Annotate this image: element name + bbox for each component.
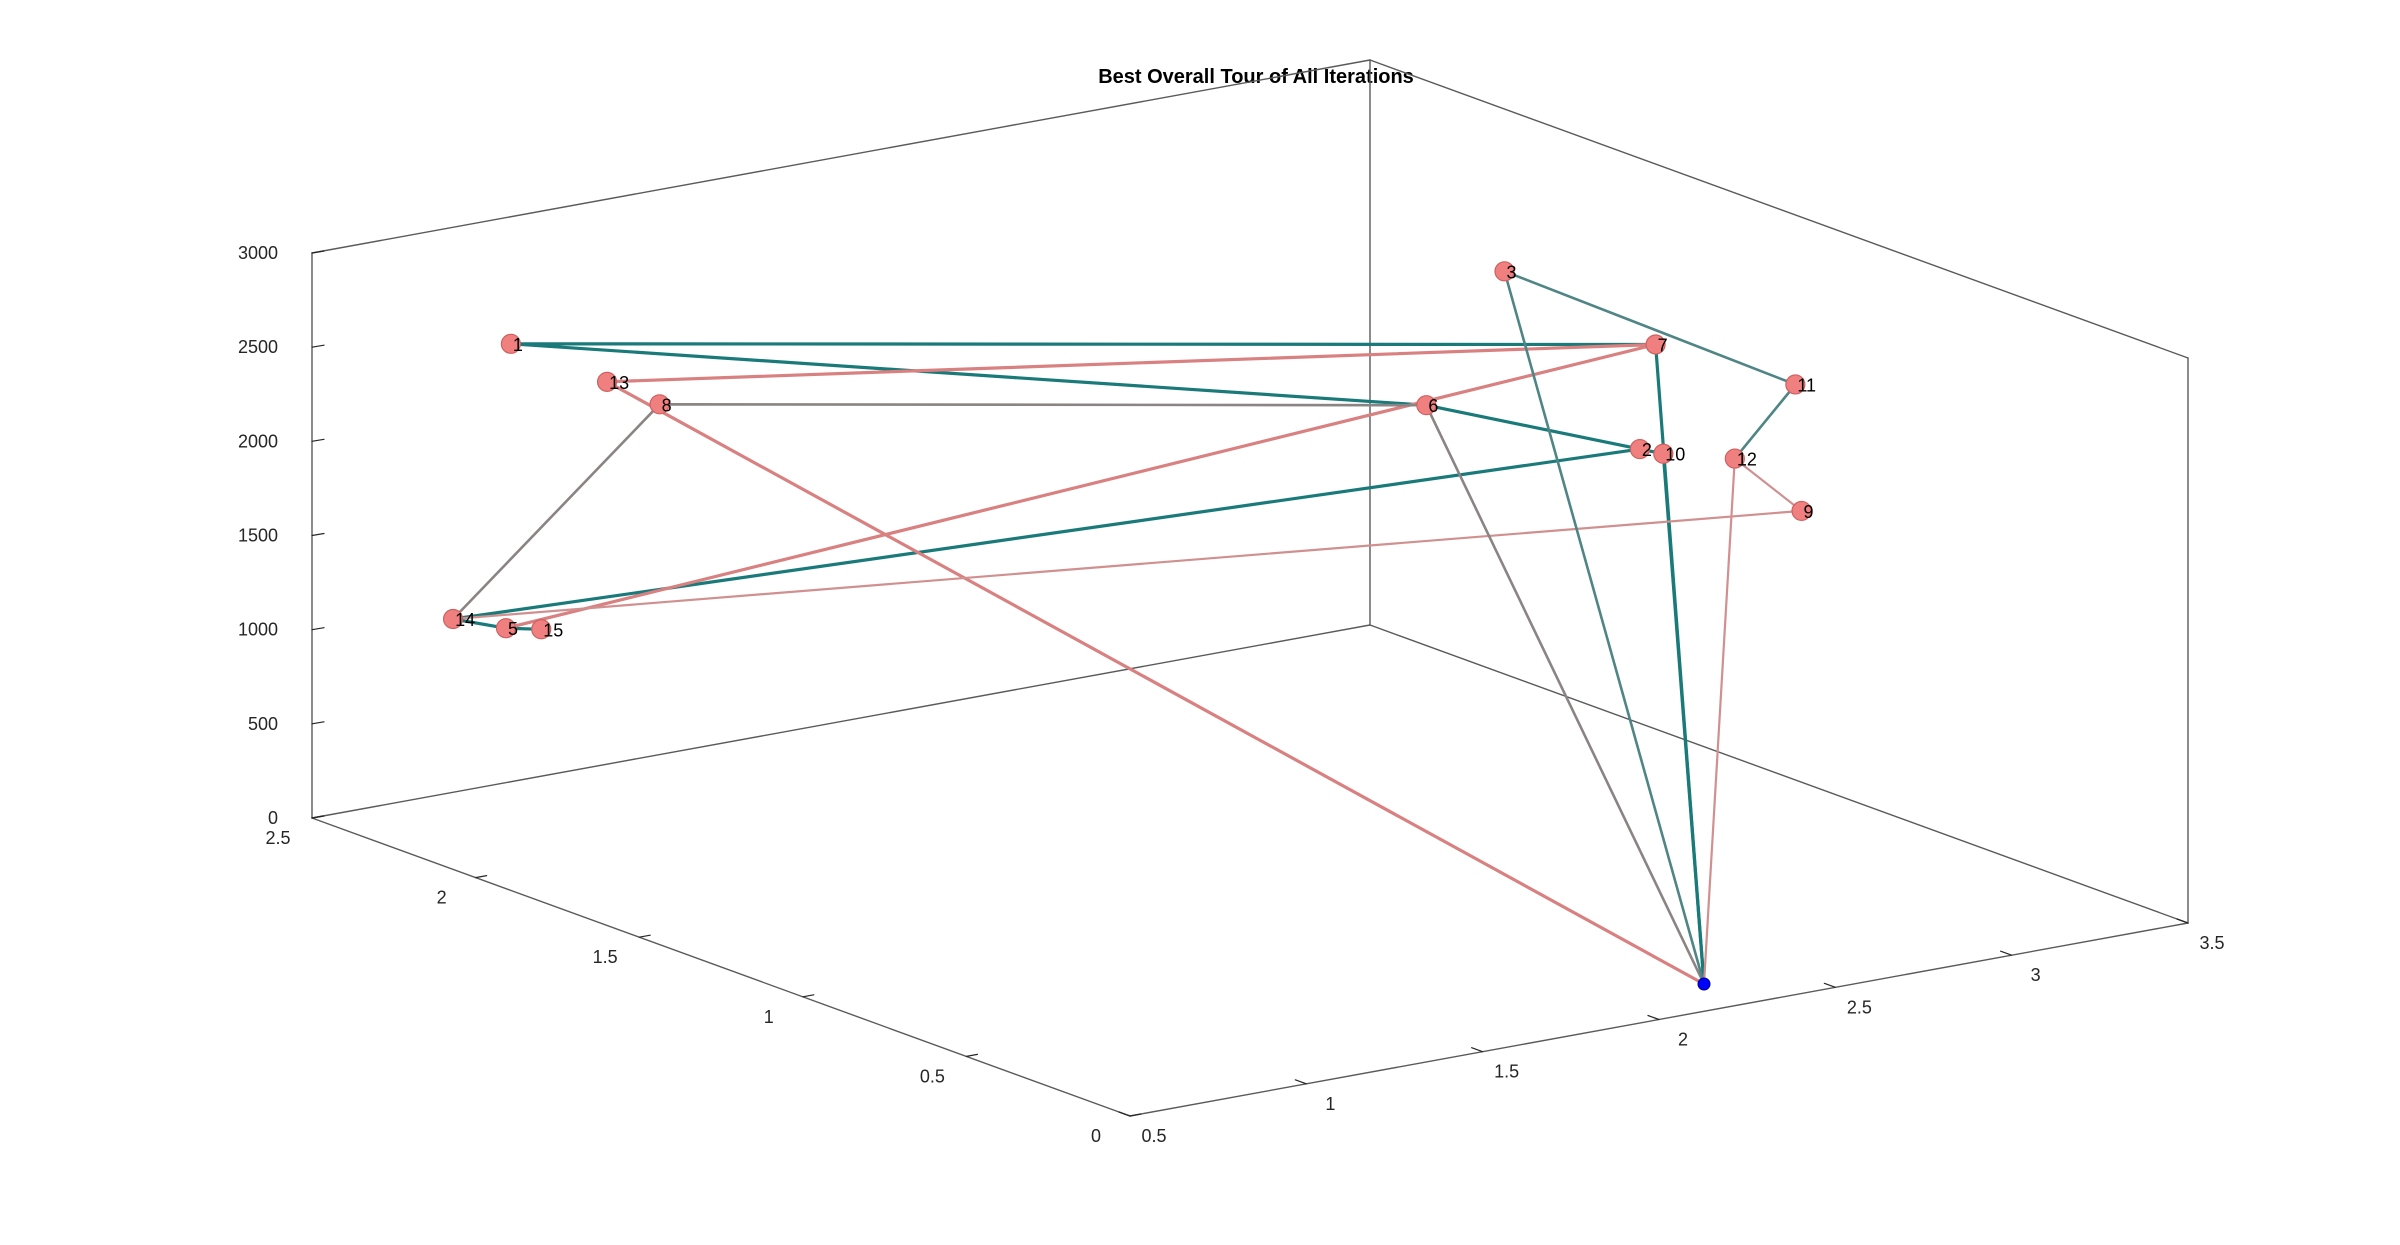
y-tick-mark [638,934,651,938]
x-tick-mark [1118,1111,1131,1117]
route-line-5 [451,402,1706,986]
node-label: 6 [1428,396,1438,416]
node-label: 3 [1507,262,1517,282]
z-tick-mark [311,721,325,725]
z-tick-mark [311,344,325,348]
y-tick-label: 2.5 [265,828,290,848]
node-label: 9 [1804,502,1814,522]
y-tick-mark [1129,1113,1142,1117]
x-tick-mark [1647,1014,1660,1021]
z-tick-mark [311,532,325,537]
x-tick-mark [1294,1079,1307,1085]
node-15: 15 [531,619,563,640]
y-tick-label: 0 [1091,1126,1101,1146]
node-1: 1 [500,333,523,355]
z-tick-mark [311,627,325,631]
node-label: 13 [609,373,629,393]
node-label: 5 [508,619,518,639]
y-tick-label: 1.5 [593,947,618,967]
route-line-3 [504,342,1706,986]
node-label: 2 [1642,440,1652,460]
z-tick-label: 500 [248,714,278,734]
chart-title: Best Overall Tour of All Iterations [1098,66,1414,88]
box-edge [311,59,1371,254]
y-tick-mark [475,874,488,879]
node-marker [596,371,618,392]
y-tick-label: 2 [437,888,447,908]
z-tick-label: 3000 [238,243,278,263]
node-9: 9 [1791,500,1814,522]
y-tick-label: 0.5 [920,1066,945,1086]
node-5: 5 [495,618,518,639]
box-edge [1369,59,2189,359]
box-edge [311,817,1131,1117]
node-label: 1 [513,335,523,355]
z-tick-label: 1000 [238,620,278,640]
node-marker [1653,443,1674,464]
node-marker [495,618,517,639]
node-marker [1791,500,1812,522]
node-marker [1416,395,1437,416]
node-10: 10 [1653,443,1685,465]
route-line-4 [452,457,1803,986]
depot-marker [1697,977,1711,991]
node-label: 8 [662,395,672,415]
x-tick-mark [2176,918,2189,924]
node-12: 12 [1724,448,1757,470]
node-marker [1724,448,1745,469]
z-tick-label: 0 [268,808,278,828]
node-marker [442,608,464,630]
y-tick-mark [802,994,815,998]
node-marker [649,394,670,415]
x-tick-label: 1.5 [1494,1062,1519,1082]
node-label: 12 [1737,450,1757,470]
z-tick-label: 2500 [238,337,278,357]
node-label: 11 [1797,375,1816,395]
node-7: 7 [1645,334,1668,356]
node-13: 13 [596,371,629,393]
x-tick-label: 3.5 [2199,933,2224,953]
node-2: 2 [1629,438,1652,460]
node-8: 8 [649,394,672,415]
x-tick-mark [2000,950,2013,956]
node-marker [531,619,552,640]
node-3: 3 [1494,261,1517,282]
node-label: 10 [1665,445,1685,465]
z-tick-mark [311,250,325,254]
node-marker [1645,334,1666,355]
node-marker [1629,438,1650,460]
z-tick-mark [311,815,325,819]
x-tick-label: 2 [1678,1030,1688,1050]
node-6: 6 [1416,395,1438,416]
route-line-6 [1503,269,1797,986]
x-tick-mark [1471,1047,1484,1053]
x-tick-label: 1 [1325,1094,1335,1114]
node-14: 14 [442,608,475,630]
x-tick-label: 0.5 [1141,1126,1166,1146]
node-label: 14 [455,610,475,630]
box-edge [311,624,1371,819]
x-tick-mark [1823,982,1836,988]
node-marker [500,333,521,354]
z-tick-label: 2000 [238,431,278,451]
axis-ticks: 0.511.522.533.500.511.522.50500100015002… [238,243,2225,1146]
node-label: 7 [1658,336,1668,356]
x-tick-label: 2.5 [1847,997,1872,1017]
z-tick-mark [311,438,325,442]
node-11: 11 [1785,374,1816,395]
node-label: 15 [543,620,563,640]
y-tick-mark [965,1053,979,1058]
node-marker [1785,374,1806,395]
box-edge [1369,624,2189,924]
z-tick-label: 1500 [238,526,278,546]
x-tick-label: 3 [2031,965,2041,985]
y-tick-label: 1 [764,1007,774,1027]
node-marker [1494,261,1515,282]
